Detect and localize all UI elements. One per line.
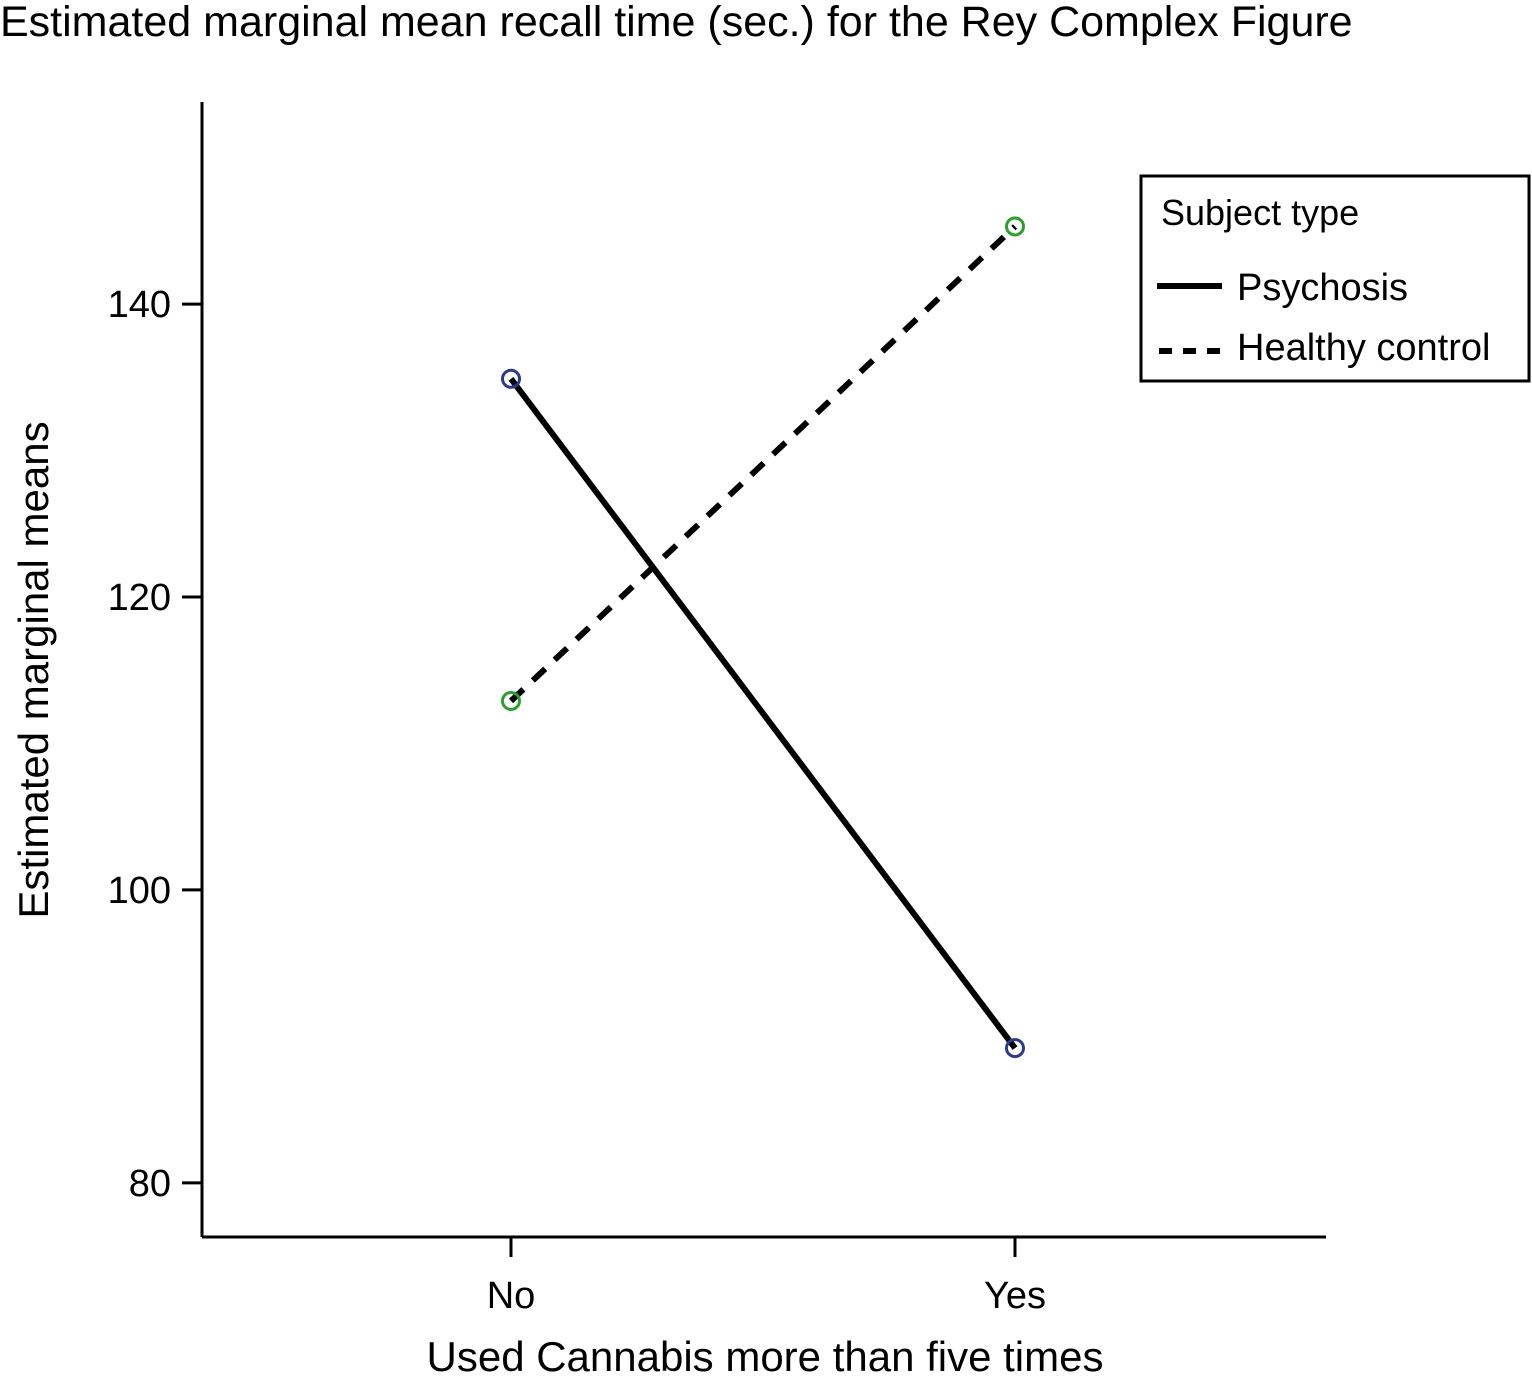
point-psychosis-yes <box>1005 1038 1025 1059</box>
x-tick-label-no: No <box>487 1275 536 1317</box>
point-healthy-control-no <box>501 690 521 711</box>
axes <box>200 102 1326 1239</box>
series-markers <box>501 216 1025 1059</box>
legend-label-psychosis: Psychosis <box>1237 267 1408 309</box>
point-healthy-control-yes <box>1005 216 1025 237</box>
x-axis-label: Used Cannabis more than five times <box>427 1333 1104 1380</box>
ticks: 80 100 120 140 No Yes <box>108 284 1046 1317</box>
series-lines <box>508 224 1018 1050</box>
y-tick-label-120: 120 <box>108 577 171 619</box>
x-tick-label-yes: Yes <box>984 1275 1046 1317</box>
legend-box <box>1139 174 1531 383</box>
legend: Subject type Psychosis Healthy control <box>1139 174 1531 383</box>
legend-title: Subject type <box>1161 192 1359 233</box>
series-line-psychosis <box>508 376 1018 1050</box>
y-tick-label-80: 80 <box>129 1163 171 1205</box>
point-psychosis-no <box>501 368 521 389</box>
chart-title: Estimated marginal mean recall time (sec… <box>0 0 1353 46</box>
y-axis-label: Estimated marginal means <box>10 421 57 918</box>
legend-label-healthy-control: Healthy control <box>1237 327 1490 369</box>
y-tick-label-100: 100 <box>108 870 171 912</box>
series-line-healthy-control <box>508 224 1018 704</box>
y-tick-label-140: 140 <box>108 284 171 326</box>
